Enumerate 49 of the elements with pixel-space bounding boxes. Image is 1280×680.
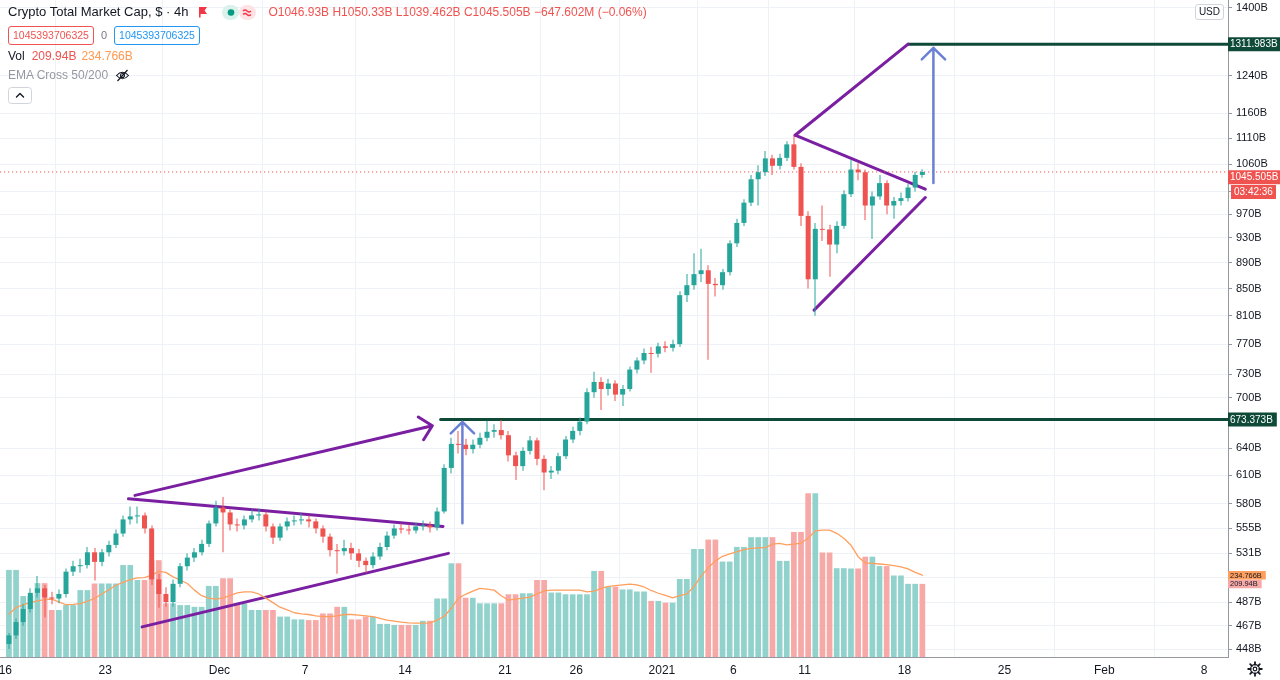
x-tick-label: 18 <box>897 662 912 677</box>
chart-subtitle: O1046.93B H1050.33B L1039.462B C1045.505B −647.602M (−0.06%) <box>268 4 647 20</box>
y-tick-label: 531B <box>1236 546 1262 559</box>
text: 03:42:36 <box>1231 185 1276 200</box>
x-tick-label: 23 <box>98 662 113 677</box>
y-tick-label: 810B <box>1236 308 1262 321</box>
y-tick-label: 1160B <box>1236 106 1267 119</box>
annotation: 1045393706325 <box>8 26 94 46</box>
chart-title: Crypto Total Market Cap, $ · 4h <box>8 4 189 21</box>
x-tick-label: 21 <box>498 662 512 677</box>
annotation: 234.766B <box>81 49 133 64</box>
ref-line-label: 1045.505B <box>1230 171 1279 183</box>
y-tick-label: 1400B <box>1236 0 1268 13</box>
x-tick-label: 11 <box>798 662 812 677</box>
annotation: 0 <box>100 28 108 43</box>
y-tick-label: 580B <box>1236 496 1262 509</box>
annotation: EMA Cross 50/200 <box>8 68 109 83</box>
y-tick-label: 640B <box>1236 441 1262 454</box>
x-tick-label: Feb <box>1093 662 1115 677</box>
x-tick-label: 6 <box>729 662 737 677</box>
y-tick-label: 970B <box>1236 207 1262 220</box>
y-tick-label: 770B <box>1236 337 1262 350</box>
annotation: Vol <box>8 49 25 64</box>
y-tick-label: 555B <box>1236 521 1262 534</box>
annotation: 209.94B <box>31 49 77 64</box>
y-tick-label: 610B <box>1236 468 1262 481</box>
y-tick-label: 1110B <box>1236 131 1267 144</box>
y-tick-label: 467B <box>1236 618 1262 631</box>
y-tick-label: 850B <box>1236 281 1262 294</box>
y-tick-label: 1240B <box>1236 68 1268 81</box>
y-tick-label: 730B <box>1236 367 1262 380</box>
y-tick-label: 487B <box>1236 595 1262 608</box>
data-label: 1311.983B <box>1230 38 1278 50</box>
data-label: 673.373B <box>1230 413 1274 425</box>
x-tick-label: 16 <box>0 662 13 677</box>
x-tick-label: Dec <box>208 662 231 677</box>
y-tick-label: 930B <box>1236 230 1262 243</box>
y-tick-label: 890B <box>1236 255 1262 268</box>
y-tick-label: 448B <box>1236 642 1262 655</box>
x-tick-label: 7 <box>301 662 309 677</box>
x-tick-label: 26 <box>569 662 584 677</box>
y-tick-label: 700B <box>1236 390 1262 403</box>
x-tick-label: 8 <box>1200 662 1208 677</box>
annotation: USD <box>1194 4 1224 20</box>
annotation: 1045393706325 <box>114 26 200 46</box>
y-tick-label: 1060B <box>1236 157 1268 170</box>
x-tick-label: 2021 <box>648 662 676 677</box>
x-tick-label: 14 <box>398 662 412 677</box>
x-tick-label: 25 <box>997 662 1012 677</box>
